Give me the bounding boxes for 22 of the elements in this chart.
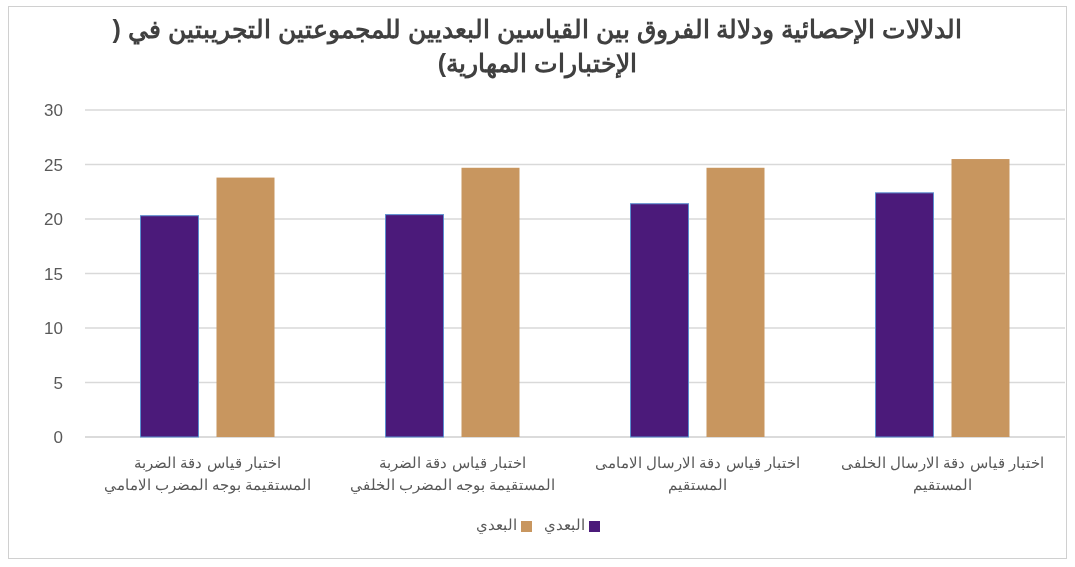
y-tick-label: 30 bbox=[44, 101, 63, 120]
y-tick-label: 5 bbox=[53, 373, 63, 393]
bar bbox=[875, 192, 934, 438]
bar bbox=[951, 159, 1010, 437]
y-tick-label: 15 bbox=[44, 264, 63, 284]
y-tick-label: 20 bbox=[44, 210, 63, 229]
y-tick-label: 10 bbox=[44, 319, 63, 338]
bar bbox=[706, 167, 765, 437]
legend-label: البعدي bbox=[543, 516, 585, 533]
chart-title: الدلالات الإحصائية ودلالة الفروق بين القياسين البعديين للمجموعتين التجريبتين في ( الإختبارات المهارية) bbox=[111, 14, 964, 80]
legend-label: البعدي bbox=[475, 516, 517, 533]
y-tick-label: 25 bbox=[44, 155, 63, 175]
bar bbox=[216, 177, 275, 437]
bar bbox=[385, 214, 444, 438]
bar bbox=[140, 215, 199, 438]
x-tick-label: اختبار قياس دقة الارسال الامامى المستقيم bbox=[594, 453, 801, 496]
bar bbox=[630, 203, 689, 438]
y-tick-label: 0 bbox=[53, 428, 63, 447]
x-tick-label: اختبار قياس دقة الضربة المستقيمة بوجه المضرب الخلفي bbox=[348, 453, 557, 496]
x-tick-label: اختبار قياس دقة الارسال الخلفى المستقيم bbox=[840, 453, 1045, 496]
x-tick-label: اختبار قياس دقة الضربة المستقيمة بوجه المضرب الامامي bbox=[102, 453, 313, 496]
bar bbox=[461, 167, 520, 437]
